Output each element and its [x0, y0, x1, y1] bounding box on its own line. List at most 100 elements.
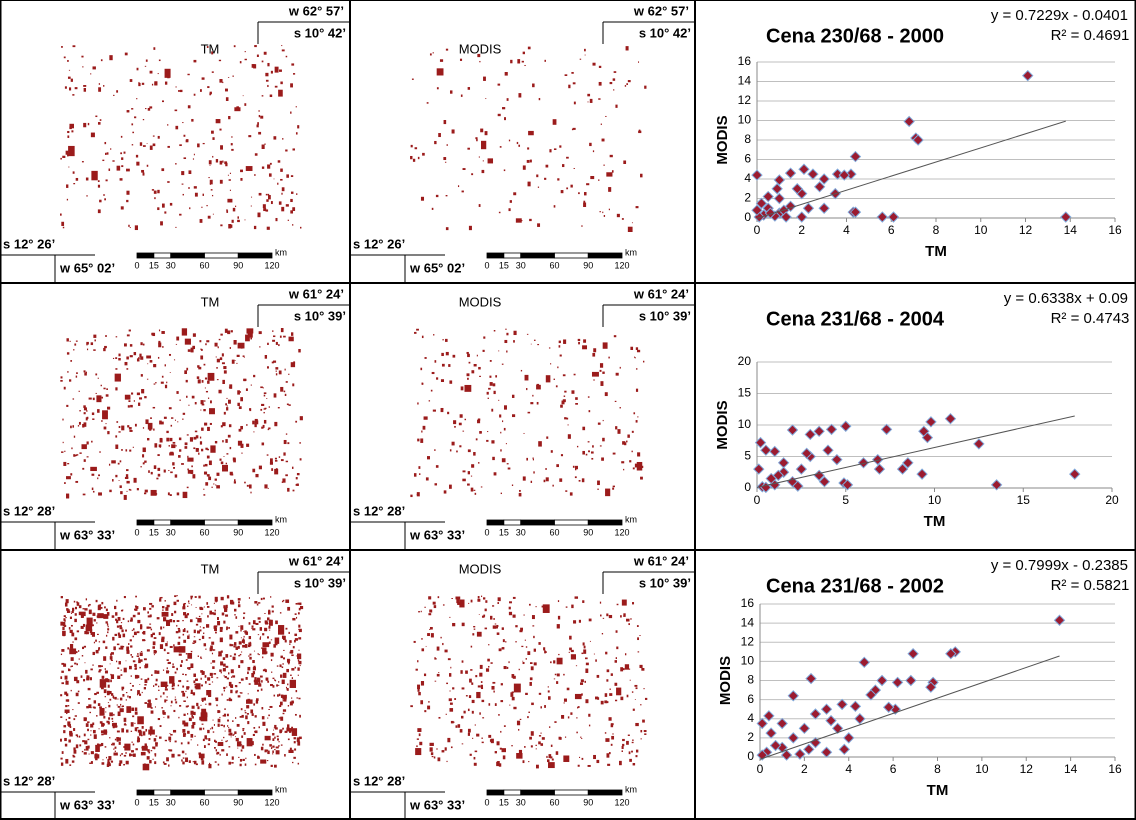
point	[822, 444, 834, 456]
speck	[285, 433, 288, 435]
speck	[237, 402, 240, 407]
scale-segment	[587, 789, 623, 796]
speck	[141, 726, 144, 729]
speck	[268, 619, 273, 626]
speck	[115, 618, 117, 621]
speck	[552, 484, 554, 487]
speck	[559, 478, 563, 482]
speck	[629, 679, 631, 681]
speck	[166, 699, 168, 701]
speck	[240, 692, 243, 694]
speck	[182, 673, 184, 676]
speck	[87, 687, 91, 691]
speck	[93, 706, 96, 709]
speck	[637, 651, 640, 653]
speck	[174, 109, 178, 112]
speck	[296, 737, 300, 743]
speck	[209, 728, 212, 730]
speck	[208, 762, 211, 765]
speck	[195, 623, 199, 626]
speck	[135, 606, 139, 609]
speck	[186, 680, 189, 682]
speck	[71, 760, 75, 763]
speck	[496, 624, 499, 627]
speck	[272, 685, 275, 688]
speck	[231, 601, 235, 605]
speck	[272, 750, 274, 753]
speck	[257, 212, 261, 218]
speck	[104, 731, 108, 733]
speck	[571, 128, 574, 131]
speck	[188, 717, 192, 722]
speck	[184, 673, 187, 676]
speck	[434, 483, 438, 486]
speck	[154, 755, 157, 757]
speck	[284, 730, 288, 733]
speck	[145, 419, 149, 425]
speck	[139, 353, 142, 358]
speck	[449, 380, 453, 384]
speck	[112, 160, 115, 162]
speck	[162, 761, 165, 764]
speck	[175, 226, 177, 228]
speck	[164, 81, 168, 85]
speck	[273, 178, 275, 180]
speck	[226, 677, 229, 680]
speck	[292, 383, 295, 387]
speck	[109, 712, 113, 717]
coord-top-s: s 10° 42’	[294, 25, 346, 40]
speck	[584, 48, 586, 52]
speck	[520, 369, 523, 372]
scale-unit: km	[625, 514, 637, 524]
speck	[267, 487, 269, 489]
speck	[273, 694, 276, 697]
speck	[262, 387, 264, 389]
speck	[212, 666, 215, 669]
speck	[241, 745, 245, 749]
speck	[528, 711, 530, 713]
point	[838, 743, 851, 756]
speck	[245, 166, 253, 171]
speck	[266, 454, 269, 456]
speck	[211, 130, 214, 134]
speck	[557, 615, 561, 620]
speck	[295, 655, 297, 657]
speck	[67, 721, 71, 726]
speck	[75, 480, 79, 483]
speck	[174, 419, 176, 421]
speck	[201, 613, 203, 615]
speck	[201, 684, 203, 687]
speck	[442, 642, 444, 646]
speck	[144, 665, 148, 669]
speck	[94, 692, 97, 696]
speck	[533, 662, 537, 666]
speck	[192, 716, 194, 719]
speck	[63, 618, 66, 621]
speck	[289, 701, 292, 704]
speck	[577, 764, 580, 767]
speck	[164, 68, 171, 78]
speck	[138, 731, 142, 736]
speck	[268, 629, 271, 631]
speck	[144, 65, 147, 67]
speck	[223, 370, 227, 374]
speck	[235, 685, 238, 688]
point	[836, 698, 848, 711]
speck	[209, 647, 213, 652]
coord-bottom-w: w 63° 33’	[409, 527, 465, 542]
speck	[481, 169, 485, 174]
speck	[116, 421, 119, 423]
speck	[573, 373, 576, 376]
speck	[214, 596, 218, 602]
scale-label: 15	[149, 260, 159, 270]
speck	[468, 225, 472, 231]
speck	[155, 493, 158, 495]
speck	[73, 183, 76, 185]
speck	[109, 663, 111, 665]
speck	[85, 669, 88, 674]
speck	[142, 639, 146, 642]
y-tick-label: 0	[744, 210, 751, 224]
speck	[583, 649, 587, 654]
speck	[200, 607, 204, 611]
speck	[243, 356, 245, 358]
